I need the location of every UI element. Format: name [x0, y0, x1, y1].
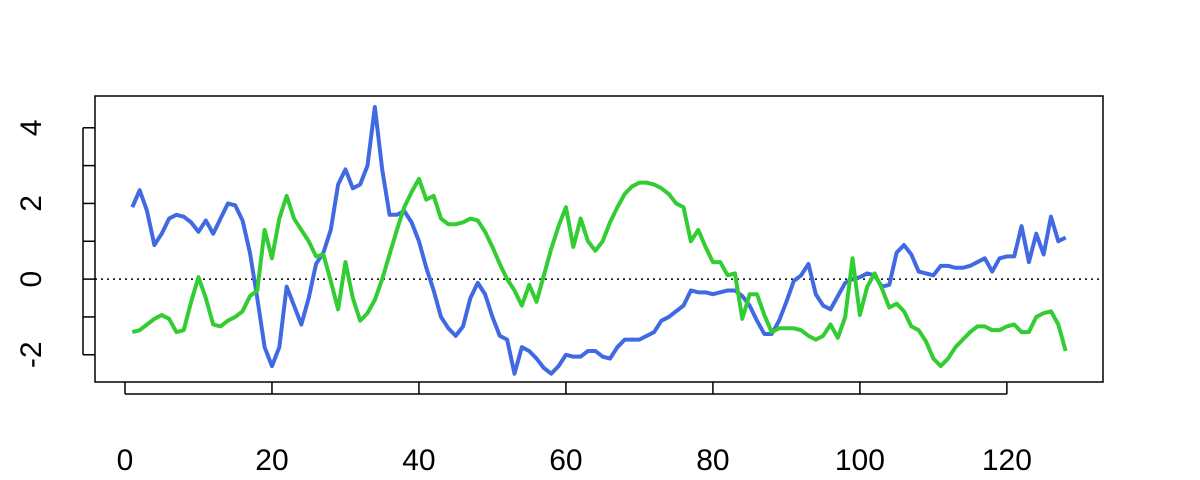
series-line	[131, 176, 1068, 369]
y-tick-label: 0	[15, 271, 48, 288]
x-tick-label: 100	[835, 444, 885, 477]
y-tick-label: -2	[15, 341, 48, 368]
series-line	[130, 104, 1067, 376]
plot-box	[94, 95, 1104, 383]
x-tick-label: 0	[117, 444, 134, 477]
y-tick-label: 2	[15, 195, 48, 212]
x-tick-label: 120	[982, 444, 1032, 477]
x-tick-label: 80	[696, 444, 729, 477]
y-tick-label: 4	[15, 119, 48, 136]
x-tick-label: 20	[255, 444, 288, 477]
x-tick-label: 60	[549, 444, 582, 477]
x-tick-label: 40	[402, 444, 435, 477]
